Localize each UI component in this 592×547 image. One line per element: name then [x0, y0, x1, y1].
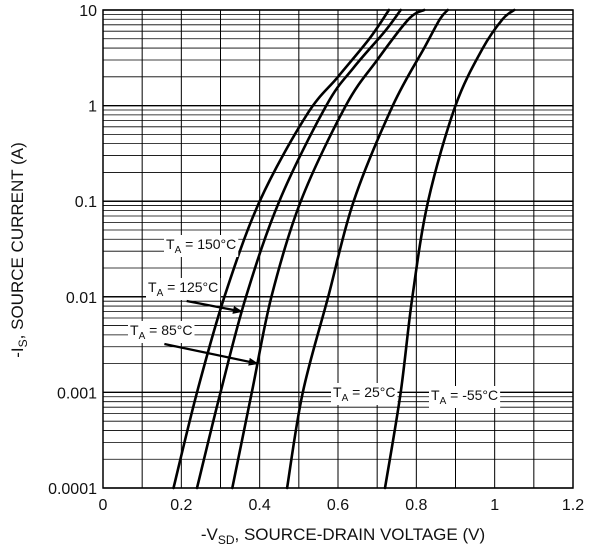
- y-tick-label: 0.001: [57, 385, 97, 402]
- x-tick-label: 1: [490, 497, 499, 514]
- y-tick-label: 0.01: [66, 290, 97, 307]
- x-tick-label: 0.6: [327, 497, 349, 514]
- y-tick-label: 10: [79, 3, 97, 20]
- x-axis-label: -VSD, SOURCE-DRAIN VOLTAGE (V): [201, 525, 485, 547]
- x-tick-label: 0.8: [405, 497, 427, 514]
- x-tick-label: 1.2: [562, 497, 584, 514]
- y-tick-label: 1: [88, 99, 97, 116]
- y-tick-label: 0.1: [75, 194, 97, 211]
- y-tick-label: 0.0001: [48, 481, 97, 498]
- x-tick-label: 0.4: [249, 497, 271, 514]
- x-tick-label: 0: [99, 497, 108, 514]
- y-axis-label: -IS, SOURCE CURRENT (A): [8, 142, 30, 358]
- x-tick-label: 0.2: [170, 497, 192, 514]
